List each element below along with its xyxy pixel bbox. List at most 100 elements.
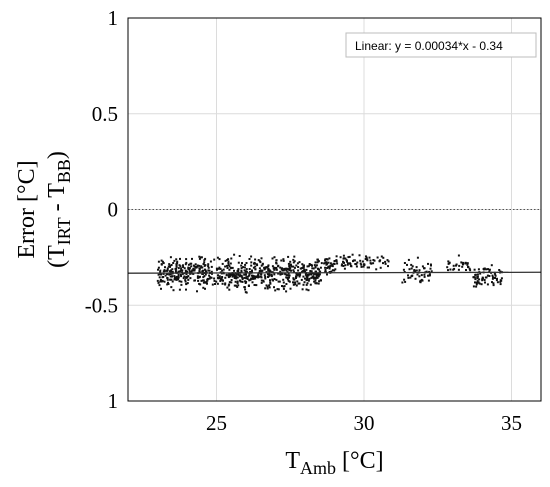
- data-point: [185, 288, 187, 291]
- data-point: [317, 275, 320, 278]
- data-point: [315, 275, 318, 278]
- data-point: [224, 259, 227, 262]
- data-point: [293, 255, 296, 258]
- data-point: [410, 267, 413, 270]
- data-point: [216, 282, 219, 285]
- data-point: [254, 268, 257, 271]
- data-point: [285, 269, 288, 272]
- data-point: [407, 258, 410, 261]
- data-point: [370, 262, 373, 265]
- data-point: [289, 260, 292, 263]
- y-axis-label-line2: (TIRT - TBB): [44, 151, 74, 268]
- data-point: [358, 254, 361, 257]
- data-point: [429, 267, 432, 270]
- data-point: [163, 280, 166, 283]
- data-point: [239, 274, 242, 277]
- data-point: [210, 276, 213, 279]
- data-point: [293, 260, 296, 263]
- data-point: [270, 275, 273, 278]
- data-point: [295, 264, 298, 267]
- data-point: [415, 266, 418, 269]
- linear-fit-line: [127, 271, 542, 274]
- data-point: [317, 272, 319, 275]
- data-point: [366, 258, 369, 261]
- data-point: [278, 280, 281, 283]
- data-point: [260, 281, 263, 284]
- data-point: [236, 280, 239, 283]
- data-point: [199, 283, 202, 286]
- data-point: [326, 267, 329, 269]
- data-point: [279, 270, 282, 273]
- data-point: [162, 270, 165, 273]
- data-point: [209, 276, 212, 279]
- data-point: [184, 279, 187, 282]
- data-point: [402, 268, 405, 271]
- data-point: [478, 282, 481, 285]
- data-point: [164, 274, 167, 277]
- data-point: [446, 266, 449, 269]
- data-point: [221, 276, 224, 278]
- data-point: [171, 270, 174, 273]
- data-point: [251, 281, 254, 284]
- data-point: [473, 276, 475, 279]
- data-point: [345, 259, 348, 261]
- data-point: [362, 263, 365, 266]
- data-point: [264, 276, 267, 278]
- data-point: [259, 270, 262, 273]
- data-point: [269, 270, 272, 273]
- data-point: [221, 262, 224, 265]
- data-point: [282, 269, 285, 272]
- data-point: [166, 273, 168, 276]
- data-point: [245, 268, 248, 271]
- data-point: [202, 263, 205, 265]
- data-point: [416, 273, 419, 276]
- x-tick-labels: 25 30 35: [206, 411, 522, 435]
- data-point: [297, 269, 300, 272]
- data-point: [269, 282, 272, 285]
- data-point: [175, 265, 178, 268]
- data-point: [227, 260, 230, 263]
- data-point: [207, 265, 210, 268]
- data-point: [244, 282, 247, 284]
- data-point: [188, 271, 191, 274]
- data-point: [292, 277, 295, 280]
- data-point: [475, 283, 478, 286]
- data-point: [310, 276, 313, 279]
- data-point: [309, 270, 312, 272]
- data-point: [372, 262, 375, 265]
- data-point: [457, 268, 460, 271]
- data-point: [189, 272, 192, 275]
- data-point: [355, 265, 358, 268]
- data-point: [218, 258, 221, 261]
- data-point: [216, 268, 218, 271]
- data-point: [178, 288, 181, 291]
- data-point: [246, 275, 249, 278]
- data-point: [264, 277, 267, 280]
- y-tick-label: 0: [108, 198, 119, 222]
- data-point: [248, 279, 251, 282]
- data-point: [221, 282, 224, 285]
- data-point: [174, 270, 177, 272]
- data-point: [289, 287, 292, 290]
- data-point: [267, 276, 270, 278]
- data-point: [260, 257, 263, 260]
- data-point: [378, 260, 381, 263]
- data-point: [233, 284, 236, 287]
- data-point: [252, 266, 255, 269]
- data-point: [169, 270, 172, 273]
- data-point: [382, 256, 385, 259]
- data-point: [245, 280, 248, 283]
- data-point: [241, 262, 243, 265]
- data-point: [236, 270, 239, 273]
- data-point: [230, 281, 233, 284]
- data-point: [208, 274, 211, 277]
- data-point: [344, 257, 347, 260]
- data-point: [384, 260, 387, 263]
- data-point: [217, 274, 219, 277]
- data-point: [230, 279, 233, 281]
- data-point: [268, 270, 271, 273]
- data-point: [162, 262, 165, 265]
- data-point: [474, 273, 477, 276]
- data-point: [264, 267, 267, 270]
- data-point: [283, 267, 286, 270]
